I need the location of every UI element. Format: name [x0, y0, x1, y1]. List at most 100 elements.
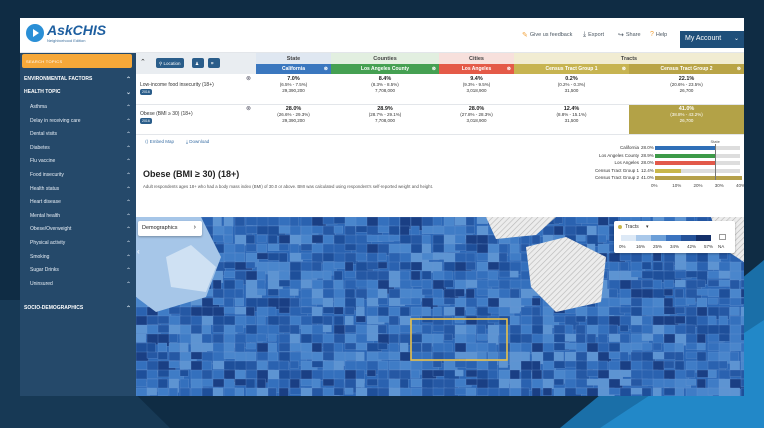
sidebar-item[interactable]: Food insecurity ⌃: [20, 169, 136, 182]
map-tract[interactable]: [718, 324, 731, 336]
map-tract[interactable]: [652, 369, 665, 380]
map-tract[interactable]: [377, 297, 388, 305]
map-tract[interactable]: [641, 315, 652, 327]
map-tract[interactable]: [443, 333, 453, 341]
map-tract[interactable]: [652, 315, 666, 327]
sidebar-item[interactable]: Health status ⌃: [20, 183, 136, 196]
map-tract[interactable]: [201, 315, 215, 326]
map-tract[interactable]: [674, 306, 686, 314]
map-tract[interactable]: [333, 261, 346, 269]
map-tract[interactable]: [498, 387, 510, 396]
sidebar-item[interactable]: Physical activity ⌃: [20, 237, 136, 250]
map-tract[interactable]: [333, 315, 344, 327]
map-tract[interactable]: [344, 306, 355, 315]
map-tract[interactable]: [432, 369, 446, 377]
map-tract[interactable]: [674, 279, 686, 288]
map-tract[interactable]: [355, 315, 366, 323]
map-tract[interactable]: [256, 234, 267, 243]
map-tract[interactable]: [212, 297, 224, 305]
map-tract[interactable]: [355, 225, 368, 233]
map-tract[interactable]: [740, 387, 744, 396]
map-tract[interactable]: [289, 252, 303, 262]
map-tract[interactable]: [663, 351, 676, 360]
map-tract[interactable]: [344, 351, 358, 361]
map-tract[interactable]: [619, 324, 629, 332]
map-tract[interactable]: [421, 288, 433, 296]
map-tract[interactable]: [465, 324, 476, 335]
location-button[interactable]: ⚲ Location: [156, 58, 184, 68]
map-tract[interactable]: [509, 279, 522, 289]
map-tract[interactable]: [234, 342, 245, 353]
map-tract[interactable]: [157, 351, 168, 360]
map-tract[interactable]: [234, 243, 245, 254]
map-tract[interactable]: [465, 387, 476, 396]
map-tract[interactable]: [146, 369, 158, 379]
sidebar-item[interactable]: Diabetes ⌃: [20, 142, 136, 155]
map-tract[interactable]: [476, 234, 490, 245]
map-tract[interactable]: [586, 225, 597, 236]
map-tract[interactable]: [520, 234, 531, 246]
map-tract[interactable]: [245, 234, 256, 244]
map-tract[interactable]: [223, 217, 234, 227]
table-cell[interactable]: 41.0% (38.8% - 43.2%) 26,700: [629, 106, 744, 124]
map-tract[interactable]: [575, 315, 586, 323]
map-tract[interactable]: [476, 351, 487, 361]
map-tract[interactable]: [465, 306, 476, 315]
map-tract[interactable]: [498, 270, 512, 278]
remove-row-icon[interactable]: ⊗: [246, 76, 252, 82]
map-tract[interactable]: [740, 333, 744, 341]
map-tract[interactable]: [267, 306, 277, 318]
map-tract[interactable]: [465, 261, 476, 271]
map-tract[interactable]: [366, 297, 379, 307]
map-tract[interactable]: [718, 315, 728, 327]
map-tract[interactable]: [245, 306, 255, 318]
map-tract[interactable]: [366, 369, 376, 377]
map-tract[interactable]: [333, 217, 347, 224]
map-tract[interactable]: [179, 342, 189, 353]
map-tract[interactable]: [740, 324, 744, 335]
map-tract[interactable]: [553, 378, 564, 386]
collapse-panel-icon[interactable]: ‹: [137, 247, 140, 256]
map-tract[interactable]: [443, 217, 455, 227]
map-tract[interactable]: [542, 378, 554, 390]
map-tract[interactable]: [245, 315, 256, 325]
choropleth-map[interactable]: ‹ Demographics › Tracts ▾ 0% 16% 25% 34% 42% 5…: [136, 217, 744, 396]
map-tract[interactable]: [630, 315, 643, 326]
map-tract[interactable]: [432, 360, 442, 368]
map-tract[interactable]: [278, 243, 289, 251]
map-tract[interactable]: [652, 342, 662, 351]
map-tract[interactable]: [663, 360, 675, 369]
map-tract[interactable]: [168, 387, 178, 396]
map-tract[interactable]: [146, 351, 158, 359]
map-tract[interactable]: [630, 279, 642, 290]
remove-row-icon[interactable]: ⊗: [246, 106, 252, 112]
bookmark-icon[interactable]: ⌗: [208, 58, 220, 68]
map-tract[interactable]: [740, 369, 744, 383]
map-tract[interactable]: [476, 369, 489, 381]
map-tract[interactable]: [608, 324, 619, 335]
map-tract[interactable]: [289, 369, 303, 380]
map-tract[interactable]: [729, 387, 740, 396]
map-tract[interactable]: [685, 297, 696, 305]
map-tract[interactable]: [333, 279, 344, 291]
map-tract[interactable]: [410, 369, 420, 379]
sidebar-item[interactable]: Delay in receiving care ⌃: [20, 115, 136, 128]
map-tract[interactable]: [212, 279, 222, 290]
map-tract[interactable]: [740, 351, 744, 363]
map-tract[interactable]: [256, 279, 266, 290]
map-tract[interactable]: [223, 243, 237, 254]
map-tract[interactable]: [718, 333, 731, 342]
map-tract[interactable]: [586, 306, 599, 318]
map-tract[interactable]: [740, 342, 744, 357]
person-icon[interactable]: ♟: [192, 58, 204, 68]
selected-tract-outline[interactable]: [410, 318, 508, 361]
map-tract[interactable]: [740, 270, 744, 280]
map-tract[interactable]: [729, 369, 744, 377]
sidebar-item[interactable]: Heart disease ⌃: [20, 196, 136, 209]
map-tract[interactable]: [410, 297, 421, 305]
map-tract[interactable]: [377, 342, 388, 350]
map-tract[interactable]: [256, 288, 266, 296]
map-tract[interactable]: [234, 387, 244, 396]
column-california[interactable]: California ⊗: [256, 64, 331, 74]
map-tract[interactable]: [498, 252, 508, 263]
